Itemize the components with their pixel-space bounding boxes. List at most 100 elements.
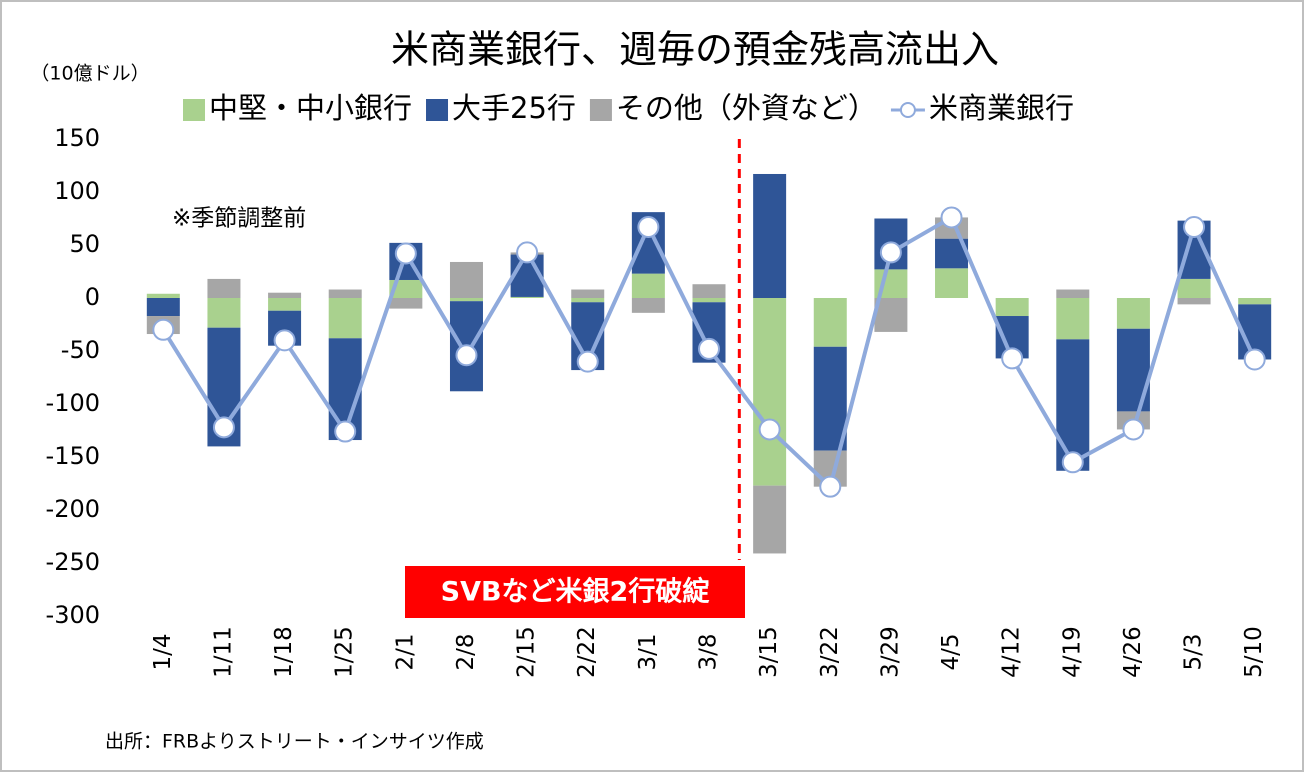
total-point — [758, 418, 781, 441]
x-tick-label: 5/10 — [1241, 626, 1267, 678]
bar-segment — [874, 298, 908, 332]
legend-item: 中堅・中小銀行 — [183, 91, 412, 125]
source: 出所：FRBよりストリート・インサイツ作成 — [105, 731, 484, 753]
event-box — [405, 566, 745, 618]
legend-swatch — [589, 99, 612, 121]
x-tick-label: 2/1 — [392, 633, 418, 670]
y-tick-label: 100 — [54, 177, 100, 205]
total-point — [1122, 418, 1145, 441]
bar-segment — [995, 298, 1029, 317]
bar-segment — [146, 293, 180, 298]
bar-segment — [1177, 298, 1211, 305]
legend-marker — [899, 102, 916, 118]
x-tick-label: 3/15 — [756, 626, 782, 678]
total-point — [819, 475, 842, 498]
x-tick-label: 3/29 — [877, 626, 903, 678]
x-tick-label: 3/22 — [817, 626, 843, 678]
x-tick-label: 5/3 — [1181, 633, 1207, 670]
y-tick-label: -250 — [46, 548, 100, 576]
total-point — [212, 416, 235, 439]
bar-segment — [268, 298, 302, 311]
total-point — [637, 215, 660, 238]
y-axis-label: （10億ドル） — [30, 63, 149, 85]
x-tick-label: 4/12 — [999, 626, 1025, 678]
x-tick-label: 3/8 — [696, 633, 722, 670]
bar-segment — [1238, 298, 1272, 305]
legend-label: 米商業銀行 — [929, 91, 1074, 125]
chart-title: 米商業銀行、週毎の預金残高流出入 — [391, 28, 999, 72]
y-tick-label: -150 — [46, 442, 100, 470]
total-point — [879, 241, 902, 264]
bar-segment — [692, 284, 726, 298]
total-point — [394, 242, 417, 265]
y-tick-label: 150 — [54, 124, 100, 152]
y-tick-label: 50 — [69, 230, 100, 258]
total-point — [1243, 348, 1266, 371]
total-point — [455, 344, 478, 367]
x-tick-label: 1/18 — [271, 626, 297, 678]
bar-segment — [328, 298, 362, 339]
bar-segment — [631, 273, 665, 298]
bar-segment — [207, 278, 241, 298]
x-tick-label: 4/26 — [1120, 626, 1146, 678]
legend-swatch — [183, 99, 205, 121]
total-point — [576, 350, 599, 373]
bar-segment — [753, 298, 787, 486]
bar-segment — [935, 268, 969, 298]
total-point — [334, 420, 357, 443]
x-tick-label: 4/5 — [938, 633, 964, 670]
x-tick-label: 2/8 — [453, 633, 479, 670]
legend-label: 中堅・中小銀行 — [209, 91, 412, 125]
x-tick-label: 1/25 — [332, 626, 358, 678]
annotation: ※季節調整前 — [172, 206, 306, 232]
bar-segment — [1056, 339, 1090, 471]
bar-segment — [571, 289, 605, 298]
event-label: SVBなど米銀2行破綻 — [441, 576, 710, 608]
total-point — [1061, 451, 1084, 474]
legend-label: 大手25行 — [452, 91, 576, 125]
x-tick-label: 2/22 — [574, 626, 600, 678]
bar-segment — [692, 298, 726, 303]
bar-segment — [510, 296, 544, 298]
bar-segment — [268, 292, 302, 298]
bar-segment — [631, 298, 665, 313]
bar-segment — [1116, 298, 1150, 329]
bar-segment — [146, 298, 180, 317]
x-tick-label: 3/1 — [635, 633, 661, 670]
legend-swatch — [426, 99, 449, 121]
y-tick-label: -50 — [61, 336, 100, 364]
legend-label: その他（外資など） — [616, 91, 877, 125]
bar-segment — [449, 261, 483, 298]
y-tick-label: -200 — [46, 495, 100, 523]
x-tick-label: 1/4 — [150, 633, 176, 670]
total-point — [1001, 347, 1024, 370]
total-point — [698, 337, 720, 360]
bar-segment — [328, 289, 362, 298]
bar-segment — [753, 173, 787, 298]
bar-segment — [1116, 328, 1150, 412]
x-tick-label: 4/19 — [1059, 626, 1085, 678]
bar-segment — [207, 298, 241, 328]
total-point — [940, 206, 963, 229]
x-tick-label: 1/11 — [210, 626, 236, 678]
y-tick-label: -100 — [46, 389, 100, 417]
bar-segment — [753, 485, 787, 554]
bar-segment — [1177, 278, 1211, 298]
legend-item: 大手25行 — [426, 91, 576, 125]
total-point — [273, 329, 296, 352]
bar-segment — [389, 298, 423, 309]
bar-segment — [571, 298, 605, 303]
bar-segment — [1056, 298, 1090, 340]
bar-segment — [813, 298, 847, 347]
legend-item: 米商業銀行 — [890, 91, 1074, 125]
total-point — [152, 318, 175, 341]
y-tick-label: 0 — [85, 283, 100, 311]
x-tick-label: 2/15 — [514, 626, 540, 678]
total-point — [516, 241, 539, 264]
bar-segment — [1056, 289, 1090, 298]
legend-item: その他（外資など） — [589, 91, 877, 125]
total-point — [1183, 215, 1206, 238]
bar-segment — [813, 346, 847, 451]
bar-segment — [449, 298, 483, 302]
